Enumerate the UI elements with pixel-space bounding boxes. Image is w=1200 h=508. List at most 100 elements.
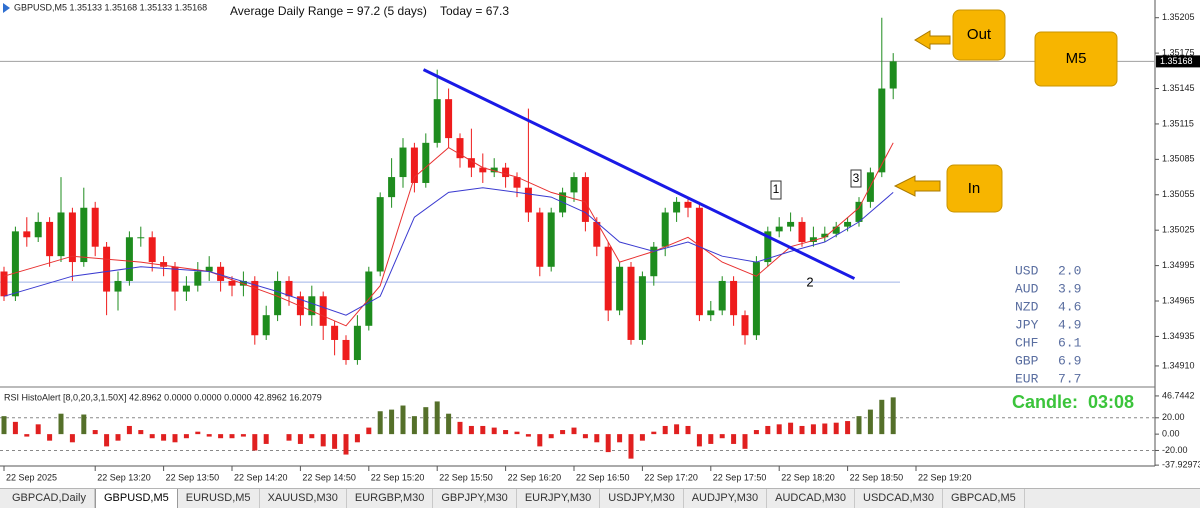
candle-body: [456, 138, 464, 159]
candle-body: [695, 207, 703, 316]
x-tick-label: 22 Sep 13:20: [97, 472, 151, 482]
y-tick-label: 1.35175: [1162, 47, 1195, 57]
histogram-bar: [537, 434, 543, 447]
candle-body: [809, 237, 817, 242]
candle-body: [467, 158, 475, 168]
chart-tab[interactable]: GBPUSD,M5: [94, 489, 178, 508]
tab-bar: GBPCAD,Daily GBPUSD,M5 EURUSD,M5 XAUUSD,M30…: [0, 488, 1200, 508]
chart-tab[interactable]: USDCAD,M30: [855, 489, 943, 508]
y-tick-label: -20.00: [1162, 445, 1188, 455]
candle-body: [80, 207, 88, 263]
histogram-bar: [457, 421, 463, 435]
chart-tab[interactable]: EURGBP,M30: [347, 489, 434, 508]
x-tick-label: 22 Sep 18:50: [850, 472, 904, 482]
wave-label: 2: [806, 274, 813, 289]
y-tick-label: 1.34935: [1162, 331, 1195, 341]
histogram-bar: [12, 421, 18, 435]
candle-body: [217, 266, 225, 281]
histogram-bar: [115, 434, 121, 441]
histogram-bar: [354, 434, 360, 443]
candle-body: [638, 276, 646, 340]
histogram-bar: [252, 434, 258, 451]
histogram-bar: [514, 431, 520, 435]
histogram-bar: [377, 411, 383, 435]
current-price-label: 1.35168: [1160, 56, 1193, 66]
histogram-bar: [845, 421, 851, 435]
chart-tab[interactable]: EURJPY,M30: [517, 489, 601, 508]
chart-tab[interactable]: EURUSD,M5: [178, 489, 260, 508]
candle-body: [11, 231, 19, 297]
candle-body: [570, 177, 578, 193]
y-tick-label: 1.35055: [1162, 189, 1195, 199]
indicator-title: RSI HistoAlert [8,0,20,3,1.50X] 42.8962 …: [4, 392, 322, 402]
histogram-bar: [263, 434, 269, 444]
chart-tab[interactable]: XAUUSD,M30: [260, 489, 347, 508]
currency-value: 4.6: [1058, 299, 1081, 314]
histogram-bar: [183, 434, 189, 439]
candle-body: [23, 231, 31, 238]
y-tick-label: 1.35115: [1162, 118, 1194, 128]
candle-body: [581, 177, 589, 222]
histogram-bar: [35, 424, 41, 435]
y-tick-label: -37.92973: [1162, 460, 1200, 470]
histogram-bar: [411, 416, 417, 435]
histogram-bar: [674, 424, 680, 435]
candle-body: [353, 325, 361, 361]
chart-tab[interactable]: USDJPY,M30: [600, 489, 684, 508]
candle-body: [103, 246, 111, 292]
histogram-bar: [822, 423, 828, 435]
candle-body: [616, 266, 624, 311]
chart-tab[interactable]: GBPCAD,Daily: [4, 489, 95, 508]
arrow: [914, 30, 951, 50]
candle-body: [114, 280, 122, 292]
histogram-bar: [468, 425, 474, 435]
wave-box: [770, 180, 782, 200]
histogram-bar: [799, 425, 805, 435]
candle-body: [798, 221, 806, 242]
candle-body: [410, 147, 418, 183]
candle-body: [148, 237, 156, 263]
candle-body: [274, 280, 282, 316]
candle-body: [68, 212, 76, 263]
histogram-bar: [503, 430, 509, 435]
histogram-bar: [571, 427, 577, 435]
histogram-bar: [286, 434, 292, 441]
candle-body: [502, 167, 510, 178]
y-tick-label: 46.7442: [1162, 390, 1195, 400]
histogram-bar: [788, 422, 794, 435]
chart-tab[interactable]: GBPJPY,M30: [433, 489, 517, 508]
histogram-bar: [332, 434, 338, 449]
candle-body: [388, 177, 396, 198]
symbol-icon: [3, 3, 10, 13]
currency-name: CHF: [1015, 335, 1038, 350]
candle-body: [821, 233, 829, 238]
moving-average: [3, 187, 894, 316]
candle-body: [593, 221, 601, 247]
chart-tab[interactable]: AUDJPY,M30: [684, 489, 768, 508]
histogram-bar: [309, 434, 315, 439]
candle-body: [730, 280, 738, 316]
histogram-bar: [480, 425, 486, 435]
x-tick-label: 22 Sep 15:20: [371, 472, 425, 482]
chart-tab[interactable]: GBPCAD,M5: [943, 489, 1025, 508]
histogram-bar: [297, 434, 303, 444]
histogram-bar: [366, 427, 372, 435]
x-tick-label: 22 Sep 2025: [6, 472, 57, 482]
chart-tab[interactable]: AUDCAD,M30: [767, 489, 856, 508]
candle-body: [661, 212, 669, 247]
candle-body: [878, 88, 886, 173]
x-tick-label: 22 Sep 17:50: [713, 472, 767, 482]
histogram-bar: [525, 434, 531, 437]
m5-box: [1034, 31, 1118, 87]
candle-body: [707, 310, 715, 316]
y-tick-label: 1.34995: [1162, 260, 1195, 270]
moving-average: [3, 142, 894, 327]
histogram-bar: [434, 401, 440, 435]
histogram-bar: [731, 434, 737, 444]
candle-body: [547, 212, 555, 267]
currency-value: 6.9: [1058, 353, 1081, 368]
candle-body: [433, 99, 441, 143]
candle-body: [787, 221, 795, 227]
candle-body: [91, 207, 99, 247]
histogram-bar: [218, 434, 224, 439]
